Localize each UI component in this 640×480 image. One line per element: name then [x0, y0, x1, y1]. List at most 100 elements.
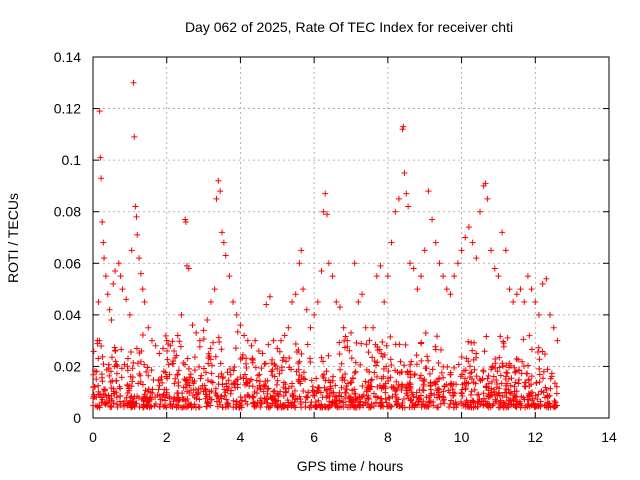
data-point: [108, 385, 115, 392]
data-point: [477, 208, 483, 215]
data-point: [351, 260, 358, 267]
data-point: [219, 229, 225, 236]
data-point: [124, 355, 131, 362]
data-point: [347, 404, 354, 411]
data-point: [90, 348, 97, 355]
data-point: [450, 380, 457, 387]
data-point: [525, 376, 532, 383]
data-point: [489, 392, 496, 399]
data-point: [280, 354, 287, 361]
data-point: [242, 360, 249, 367]
data-point: [99, 378, 106, 385]
data-point: [119, 286, 126, 293]
data-point: [510, 298, 517, 305]
data-point: [488, 247, 495, 254]
y-tick-label: 0.12: [54, 101, 81, 117]
data-point: [124, 367, 131, 374]
data-point: [342, 394, 349, 401]
data-point: [143, 368, 150, 375]
data-point: [156, 382, 163, 389]
data-point: [458, 353, 465, 360]
data-point: [360, 392, 367, 399]
data-point: [148, 337, 155, 344]
data-point: [482, 383, 489, 390]
data-point: [369, 354, 376, 361]
data-point: [336, 339, 343, 346]
data-point: [217, 393, 224, 400]
data-point: [155, 377, 162, 384]
data-point: [131, 133, 138, 140]
data-point: [124, 363, 131, 370]
data-point: [196, 343, 203, 350]
data-point: [446, 403, 453, 410]
y-tick-labels: 0 0.02 0.04 0.06 0.08 0.1 0.12 0.14: [54, 49, 81, 426]
data-point: [363, 341, 370, 348]
data-point: [95, 355, 102, 362]
data-point: [265, 385, 272, 392]
data-point: [129, 365, 136, 372]
data-point: [97, 154, 104, 161]
data-point: [258, 365, 265, 372]
data-point: [261, 360, 268, 367]
data-point: [513, 398, 520, 405]
y-axis-label: ROTI / TECUs: [5, 193, 21, 283]
data-point: [100, 361, 107, 368]
data-point: [379, 339, 386, 346]
data-point: [280, 392, 287, 399]
data-point: [451, 273, 458, 280]
data-point: [98, 342, 105, 349]
data-point: [292, 341, 299, 348]
data-point: [438, 346, 445, 353]
data-point: [300, 286, 307, 293]
x-axis-label: GPS time / hours: [297, 458, 404, 474]
data-point: [333, 396, 340, 403]
data-point: [458, 247, 465, 254]
data-point: [511, 364, 518, 371]
data-point: [190, 386, 197, 393]
data-point: [225, 403, 232, 410]
x-tick-label: 14: [601, 429, 617, 445]
data-point: [502, 247, 509, 254]
data-point: [330, 373, 337, 380]
data-point: [239, 397, 246, 404]
data-point: [331, 400, 338, 407]
data-point: [327, 379, 334, 386]
data-point: [271, 373, 278, 380]
data-point: [91, 393, 98, 400]
data-point: [435, 360, 442, 367]
data-point: [373, 362, 380, 369]
data-point: [471, 366, 478, 373]
data-point: [265, 341, 272, 348]
data-point: [226, 273, 233, 280]
data-point: [196, 337, 203, 344]
data-point: [371, 403, 378, 410]
data-point: [174, 397, 181, 404]
data-point: [201, 382, 208, 389]
x-tick-label: 10: [454, 429, 470, 445]
data-point: [207, 402, 214, 409]
data-point: [240, 375, 247, 382]
data-point: [130, 359, 137, 366]
data-point: [191, 401, 198, 408]
data-point: [95, 298, 102, 305]
data-point: [241, 332, 248, 339]
data-point: [203, 391, 210, 398]
data-point: [423, 394, 430, 401]
data-point: [175, 379, 182, 386]
data-point: [353, 396, 360, 403]
data-point: [551, 380, 558, 387]
data-point: [350, 375, 357, 382]
data-point: [255, 372, 262, 379]
data-point: [207, 345, 214, 352]
data-point: [353, 404, 360, 411]
data-point: [163, 337, 170, 344]
data-point: [425, 403, 432, 410]
data-point: [364, 386, 371, 393]
plot-frame: [92, 56, 610, 419]
data-point: [263, 301, 270, 308]
data-point: [438, 369, 445, 376]
data-point: [213, 195, 220, 202]
data-point: [228, 381, 235, 388]
data-point: [175, 367, 182, 374]
data-point: [179, 396, 186, 403]
